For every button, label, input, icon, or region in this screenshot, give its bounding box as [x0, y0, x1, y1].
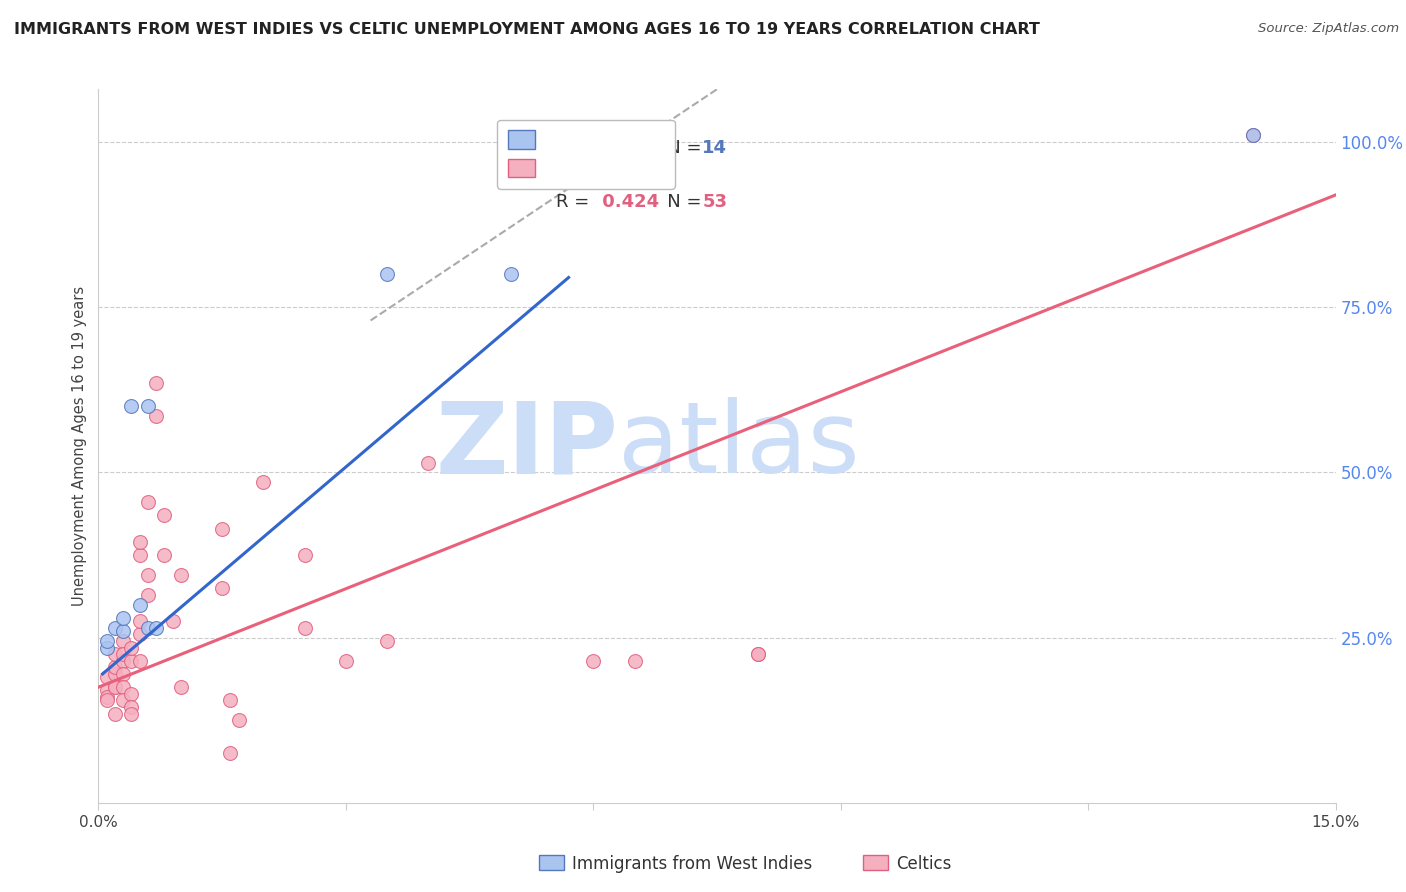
Point [96, 690, 118, 704]
Point [128, 598, 150, 612]
Y-axis label: Unemployment Among Ages 16 to 19 years: Unemployment Among Ages 16 to 19 years [72, 286, 87, 606]
Point [1241, 128, 1264, 143]
Point [112, 667, 135, 681]
Point [104, 706, 127, 721]
Point [96, 640, 118, 655]
Point [128, 534, 150, 549]
Point [136, 621, 159, 635]
Point [128, 654, 150, 668]
Point [104, 680, 127, 694]
Point [96, 683, 118, 698]
Point [112, 654, 135, 668]
Text: R =: R = [557, 193, 595, 211]
Text: N =: N = [650, 193, 707, 211]
Point [211, 581, 233, 595]
Point [499, 267, 522, 281]
Point [120, 706, 142, 721]
Point [747, 647, 769, 661]
Point [120, 640, 142, 655]
Point [153, 548, 176, 562]
Text: 14: 14 [702, 139, 727, 157]
Point [96, 693, 118, 707]
Point [136, 400, 159, 414]
Point [170, 567, 193, 582]
Point [120, 654, 142, 668]
Point [145, 376, 167, 391]
Point [582, 654, 605, 668]
Point [211, 522, 233, 536]
Text: ZIP: ZIP [436, 398, 619, 494]
Legend: Immigrants from West Indies, Celtics: Immigrants from West Indies, Celtics [533, 848, 957, 880]
Point [219, 693, 242, 707]
Text: N =: N = [650, 139, 707, 157]
Point [375, 267, 398, 281]
Point [162, 614, 184, 628]
Point [136, 588, 159, 602]
Point [128, 548, 150, 562]
Point [136, 567, 159, 582]
Point [112, 680, 135, 694]
Text: atlas: atlas [619, 398, 859, 494]
Point [219, 746, 242, 760]
Point [747, 647, 769, 661]
Text: Source: ZipAtlas.com: Source: ZipAtlas.com [1258, 22, 1399, 36]
Point [1241, 128, 1264, 143]
Point [104, 621, 127, 635]
Point [170, 680, 193, 694]
Point [120, 687, 142, 701]
Point [136, 495, 159, 509]
Text: 53: 53 [702, 193, 727, 211]
Text: R =: R = [557, 139, 595, 157]
Point [96, 634, 118, 648]
Text: 0.424: 0.424 [596, 193, 659, 211]
Legend: placeholder1, placeholder2: placeholder1, placeholder2 [498, 120, 675, 189]
Point [294, 548, 316, 562]
Point [145, 409, 167, 424]
Point [112, 693, 135, 707]
Point [112, 634, 135, 648]
Point [623, 654, 645, 668]
Point [112, 624, 135, 638]
Point [104, 647, 127, 661]
Point [104, 680, 127, 694]
Point [96, 670, 118, 684]
Text: IMMIGRANTS FROM WEST INDIES VS CELTIC UNEMPLOYMENT AMONG AGES 16 TO 19 YEARS COR: IMMIGRANTS FROM WEST INDIES VS CELTIC UN… [14, 22, 1040, 37]
Point [294, 621, 316, 635]
Point [252, 475, 274, 490]
Point [145, 621, 167, 635]
Point [228, 713, 250, 727]
Point [128, 614, 150, 628]
Point [335, 654, 357, 668]
Point [104, 660, 127, 674]
Point [104, 667, 127, 681]
Point [120, 400, 142, 414]
Point [120, 700, 142, 714]
Point [112, 647, 135, 661]
Point [375, 634, 398, 648]
Point [153, 508, 176, 523]
Point [418, 456, 440, 470]
Text: 0.715: 0.715 [596, 139, 659, 157]
Point [128, 627, 150, 641]
Point [112, 611, 135, 625]
